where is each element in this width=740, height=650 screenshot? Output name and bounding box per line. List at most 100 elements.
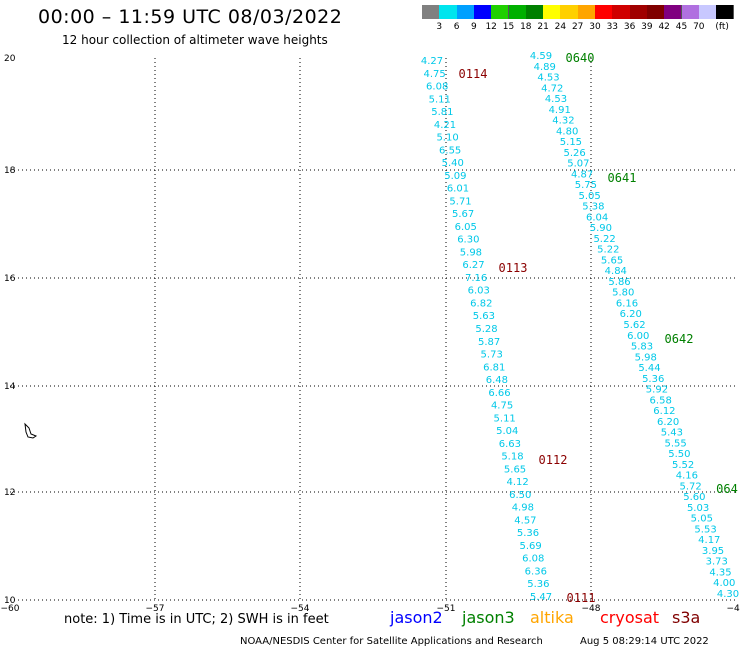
lat-tick-label: 10	[4, 596, 16, 606]
wave-height-label: 6.20	[657, 417, 679, 428]
wave-height-label: 6.03	[468, 286, 490, 297]
wave-height-label: 5.83	[631, 342, 653, 353]
lat-tick-label: 16	[4, 274, 16, 284]
colorbar-label: 6	[453, 22, 460, 32]
colorbar-label: 15	[502, 22, 515, 32]
wave-height-label: 6.63	[499, 439, 521, 450]
wave-height-label: 4.80	[556, 126, 578, 137]
wave-height-label: 5.04	[496, 426, 518, 437]
wave-height-label: 5.75	[575, 180, 597, 191]
wave-height-label: 5.87	[478, 337, 500, 348]
wave-height-label: 4.32	[552, 116, 574, 127]
map-subtitle: 12 hour collection of altimeter wave hei…	[62, 33, 328, 47]
wave-height-label: 5.90	[590, 223, 612, 234]
wave-height-label: 5.36	[517, 528, 539, 539]
wave-height-label: 5.92	[646, 385, 668, 396]
wave-height-label: 4.98	[512, 503, 534, 514]
credit-line: NOAA/NESDIS Center for Satellite Applica…	[240, 636, 543, 647]
wave-height-label: 4.57	[514, 515, 536, 526]
wave-height-label: 6.27	[462, 260, 484, 271]
wave-height-label: 4.53	[545, 94, 567, 105]
wave-height-label: 5.10	[436, 133, 458, 144]
wave-height-label: 4.91	[549, 105, 571, 116]
wave-height-label: 4.75	[491, 401, 513, 412]
track-time-label: 0112	[539, 453, 568, 467]
wave-height-label: 5.26	[564, 148, 586, 159]
wave-height-label: 5.71	[449, 196, 471, 207]
colorbar-label: 36	[623, 22, 636, 32]
wave-height-label: 4.35	[709, 567, 731, 578]
colorbar-label: 21	[537, 22, 549, 32]
wave-height-label: 5.69	[519, 541, 541, 552]
wave-height-label: 5.80	[612, 288, 634, 299]
wave-height-label: 5.38	[582, 202, 604, 213]
wave-height-label: 5.73	[481, 350, 503, 361]
wave-height-label: 5.22	[593, 234, 615, 245]
wave-height-label: 6.12	[653, 406, 675, 417]
wave-height-label: 5.28	[475, 324, 497, 335]
wave-height-label: 5.36	[642, 374, 664, 385]
wave-height-label: 5.11	[429, 94, 451, 105]
colorbar-label: 30	[589, 22, 601, 32]
wave-height-label: 4.59	[530, 51, 552, 62]
wave-height-label: 5.63	[473, 311, 495, 322]
wave-height-label: 5.65	[504, 464, 526, 475]
wave-height-label: 6.16	[616, 298, 638, 309]
wave-height-label: 6.04	[586, 212, 608, 223]
wave-height-label: 6.08	[522, 554, 544, 565]
lat-tick-label: 18	[4, 166, 16, 176]
wave-height-label: 4.30	[717, 589, 739, 600]
wave-height-label: 5.86	[608, 277, 630, 288]
wave-height-label: 4.16	[676, 471, 698, 482]
satellite-legend-jason2: jason2	[390, 608, 443, 627]
wave-height-label: 5.98	[635, 352, 657, 363]
wave-height-label: 6.66	[488, 388, 510, 399]
wave-height-label: 5.81	[431, 107, 453, 118]
wave-height-label: 5.53	[694, 524, 716, 535]
wave-height-label: 5.67	[452, 209, 474, 220]
wave-height-label: 7.16	[465, 273, 487, 284]
wave-height-label: 4.00	[713, 578, 735, 589]
satellite-legend-altika: altika	[530, 608, 574, 627]
wave-height-label: 5.60	[683, 492, 705, 503]
wave-height-label: 6.55	[439, 145, 461, 156]
generated-timestamp: Aug 5 08:29:14 UTC 2022	[580, 636, 709, 647]
footer-note: note: 1) Time is in UTC; 2) SWH is in fe…	[64, 612, 329, 627]
wave-height-label: 5.18	[501, 452, 523, 463]
wave-height-label: 5.15	[560, 137, 582, 148]
lon-tick-label: −51	[437, 604, 456, 614]
lon-tick-label: −54	[291, 604, 310, 614]
wave-height-label: 5.05	[578, 191, 600, 202]
wave-height-label: 6.48	[486, 375, 508, 386]
colorbar-label: 24	[554, 22, 567, 32]
wave-height-label: 4.53	[537, 73, 559, 84]
wave-height-label: 6.81	[483, 362, 505, 373]
colorbar-label: 3	[436, 22, 443, 32]
wave-height-label: 6.30	[457, 235, 479, 246]
colorbar-label: 45	[675, 22, 688, 32]
satellite-legend-cryosat: cryosat	[600, 608, 660, 627]
wave-height-label: 6.20	[620, 309, 642, 320]
wave-height-label: 6.82	[470, 298, 492, 309]
track-time-label: 0641	[608, 171, 637, 185]
wave-height-label: 5.11	[494, 413, 516, 424]
wave-height-label: 5.40	[442, 158, 464, 169]
wave-height-label: 5.98	[460, 247, 482, 258]
track-time-label: 0111	[567, 591, 596, 605]
track-time-label: 064	[716, 482, 738, 496]
colorbar-label: 9	[471, 22, 477, 32]
wave-height-label: 6.50	[509, 490, 531, 501]
wave-height-label: 4.17	[698, 535, 720, 546]
wave-height-label: 5.05	[691, 514, 713, 525]
wave-height-label: 6.36	[525, 566, 547, 577]
island-outline	[24, 422, 38, 439]
lat-tick-label: 20	[4, 54, 16, 64]
wave-height-label: 3.95	[702, 546, 724, 557]
wave-height-label: 4.89	[534, 62, 556, 73]
wave-height-label: 4.75	[423, 69, 445, 80]
wave-height-label: 5.62	[623, 320, 645, 331]
lon-tick-label: −57	[146, 604, 165, 614]
wave-height-label: 4.21	[434, 120, 456, 131]
colorbar-label: 42	[658, 22, 670, 32]
